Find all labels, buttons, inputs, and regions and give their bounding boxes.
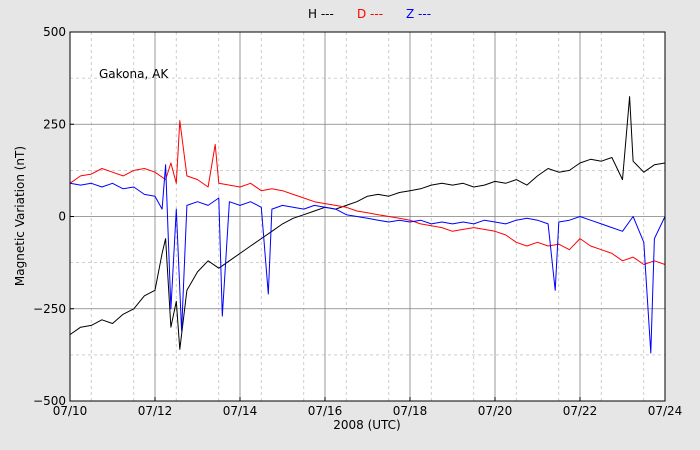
x-tick-label: 07/22 [563, 404, 598, 418]
series-layer [69, 96, 666, 354]
y-tick-label: 0 [58, 210, 66, 224]
y-tick-label: −250 [33, 302, 66, 316]
station-annotation: Gakona, AK [99, 67, 169, 81]
series-line-d [69, 120, 666, 265]
y-tick-label: 500 [43, 25, 66, 39]
x-tick-label: 07/18 [393, 404, 428, 418]
legend-d: D --- [357, 7, 383, 21]
series-line-z [69, 164, 666, 354]
x-tick-label: 07/14 [223, 404, 258, 418]
x-axis-label: 2008 (UTC) [333, 418, 401, 432]
x-tick-label: 07/10 [53, 404, 88, 418]
ticks: 07/10 07/12 07/14 07/16 07/18 07/20 07/22 07/24… [33, 25, 682, 418]
x-tick-label: 07/20 [478, 404, 513, 418]
x-tick-label: 07/24 [648, 404, 683, 418]
y-axis-label: Magnetic Variation (nT) [13, 146, 27, 286]
legend-z: Z --- [406, 7, 431, 21]
x-tick-label: 07/16 [308, 404, 343, 418]
legend: H --- D --- Z --- [308, 7, 431, 21]
y-tick-label: −500 [33, 394, 66, 408]
y-tick-label: 250 [43, 117, 66, 131]
x-tick-label: 07/12 [138, 404, 173, 418]
legend-h: H --- [308, 7, 334, 21]
series-line-h [69, 96, 666, 350]
